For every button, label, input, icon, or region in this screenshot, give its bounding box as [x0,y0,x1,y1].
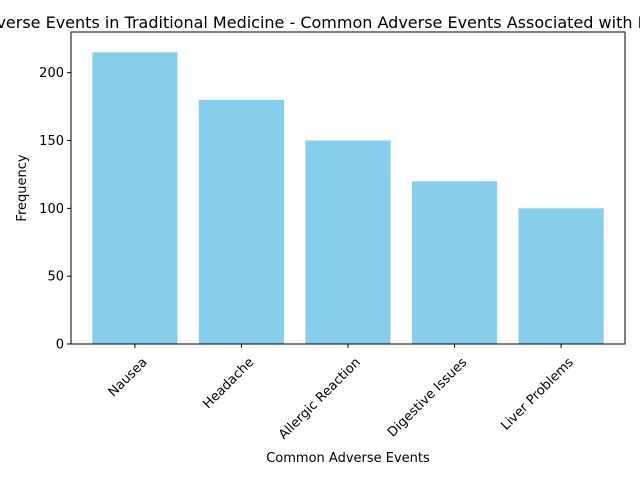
y-tick-label: 0 [56,338,64,353]
x-tick-label: Nausea [106,355,151,400]
y-tick-label: 50 [47,270,64,285]
bar-liver-problems [518,208,604,344]
y-axis-label: Frequency [15,154,30,221]
chart-title: Adverse Events in Traditional Medicine -… [0,13,640,32]
x-tick-label: Digestive Issues [385,355,470,440]
bar-digestive-issues [411,181,498,344]
y-tick-label: 150 [39,134,64,149]
x-tick-label: Headache [200,355,257,412]
bar-nausea [92,52,178,344]
bar-allergic-reaction [305,140,391,344]
y-tick-label: 100 [39,202,64,217]
x-tick-label: Allergic Reaction [276,355,364,443]
x-tick-label: Liver Problems [498,355,577,434]
x-axis-label: Common Adverse Events [266,451,430,466]
y-tick-label: 200 [39,66,64,81]
bar-headache [198,99,285,344]
bars-layer [92,52,604,344]
